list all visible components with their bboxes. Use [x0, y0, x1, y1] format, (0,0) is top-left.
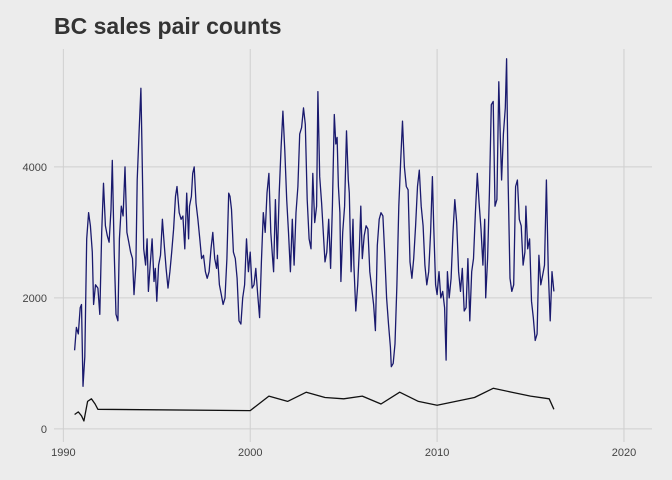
x-tick-label: 2000 [238, 447, 262, 459]
series-line-2 [74, 387, 555, 422]
chart-title: BC sales pair counts [54, 13, 282, 39]
x-tick-label: 2020 [612, 447, 636, 459]
x-tick-label: 2010 [425, 447, 449, 459]
x-tick-label: 1990 [51, 447, 75, 459]
series-line-1 [73, 58, 555, 387]
y-tick-label: 0 [41, 424, 47, 436]
y-tick-label: 4000 [23, 162, 47, 174]
y-tick-label: 2000 [23, 293, 47, 305]
